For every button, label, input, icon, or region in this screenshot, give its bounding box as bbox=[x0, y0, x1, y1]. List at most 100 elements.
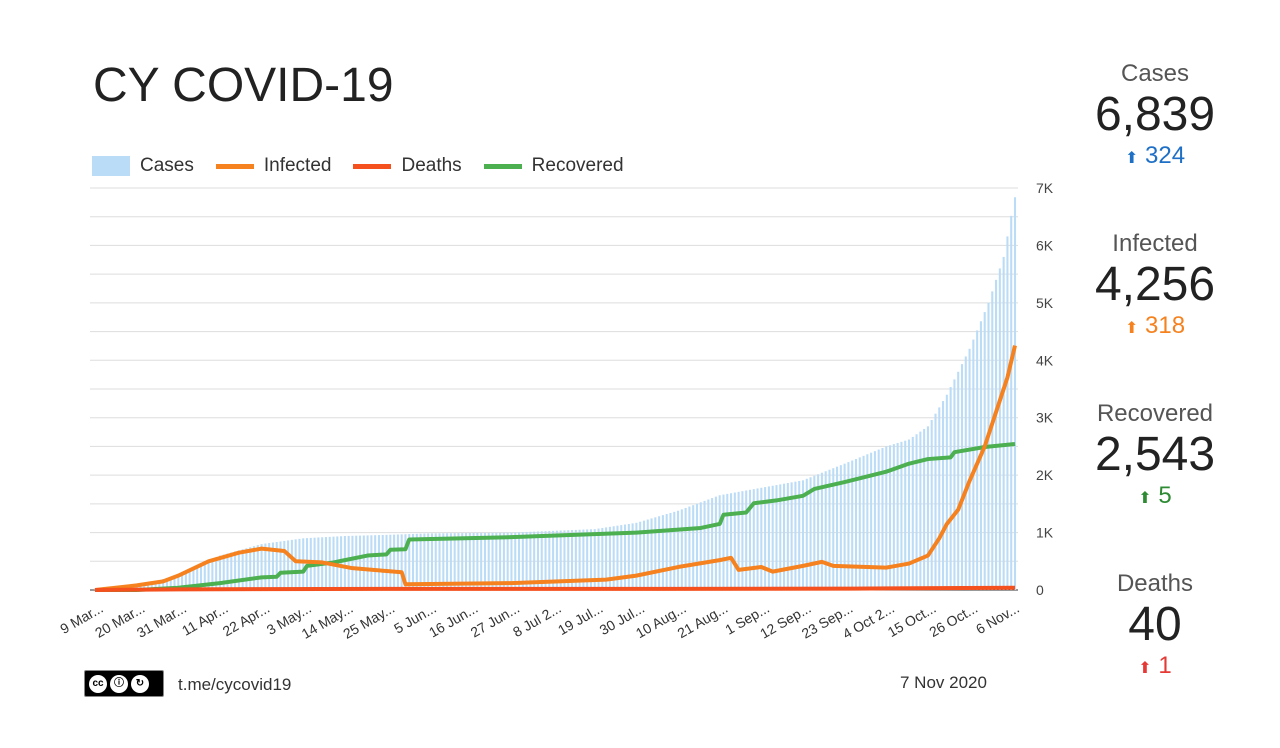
legend-item-infected[interactable]: Infected bbox=[215, 155, 332, 177]
cases-bar bbox=[832, 468, 835, 590]
cases-bar bbox=[400, 534, 403, 590]
cases-bar bbox=[631, 523, 634, 590]
cases-bar bbox=[275, 541, 278, 590]
cases-bar bbox=[449, 533, 452, 590]
stat-label: Deaths bbox=[1116, 570, 1194, 597]
cases-bar bbox=[472, 532, 475, 590]
x-tick-label: 8 Jul 2... bbox=[510, 600, 564, 640]
cases-bar bbox=[237, 550, 240, 590]
cases-bar bbox=[139, 584, 142, 590]
cases-bar bbox=[570, 530, 574, 590]
cases-bar bbox=[854, 458, 858, 590]
cases-bar bbox=[866, 454, 869, 590]
cases-bar bbox=[162, 579, 165, 590]
legend-label: Infected bbox=[263, 155, 332, 176]
cases-bar bbox=[453, 533, 456, 590]
report-date: 7 Nov 2020 bbox=[900, 673, 987, 692]
cases-bar bbox=[730, 493, 733, 590]
cases-bar bbox=[896, 442, 899, 590]
y-tick-label: 0 bbox=[1036, 582, 1044, 598]
stat-value: 4,256 bbox=[1094, 258, 1216, 311]
x-tick-label: 22 Apr... bbox=[220, 600, 272, 640]
cases-bar bbox=[930, 420, 933, 590]
legend-swatch-infected bbox=[215, 163, 254, 169]
cases-bar bbox=[627, 523, 630, 590]
cases-bar bbox=[548, 531, 551, 590]
cases-bar bbox=[673, 511, 676, 590]
cases-bar bbox=[722, 494, 725, 590]
cases-bar bbox=[741, 491, 744, 590]
cases-bar bbox=[972, 339, 975, 590]
stat-label: Cases bbox=[1120, 60, 1190, 87]
cases-bar bbox=[536, 531, 540, 590]
cases-bar bbox=[188, 569, 191, 590]
cases-bar bbox=[862, 455, 865, 590]
legend-item-recovered[interactable]: Recovered bbox=[483, 155, 624, 177]
cases-bar bbox=[624, 524, 627, 590]
cases-bar bbox=[430, 533, 433, 590]
cases-bar bbox=[442, 533, 445, 590]
cases-bar bbox=[143, 583, 146, 590]
cases-bar bbox=[181, 573, 184, 590]
cases-bar bbox=[464, 533, 468, 590]
cases-bar bbox=[461, 533, 464, 590]
cases-bar bbox=[230, 552, 233, 590]
cases-bar bbox=[805, 478, 808, 590]
cases-bar bbox=[340, 536, 343, 590]
cases-bar bbox=[271, 542, 274, 590]
cases-bar bbox=[688, 506, 691, 590]
cases-bar bbox=[767, 486, 770, 590]
deaths-line bbox=[94, 585, 1016, 592]
cases-bar bbox=[714, 496, 717, 590]
cases-bar bbox=[521, 532, 524, 590]
legend-item-cases[interactable]: Cases bbox=[92, 155, 194, 177]
cases-bar bbox=[995, 279, 998, 590]
cases-bar bbox=[608, 526, 611, 590]
cases-bar bbox=[771, 485, 774, 590]
x-tick-label: 11 Apr... bbox=[179, 600, 231, 639]
cases-bar bbox=[960, 364, 964, 590]
cases-bar bbox=[764, 487, 767, 590]
cases-bar bbox=[885, 446, 888, 590]
stat-change: 1 bbox=[1158, 652, 1172, 679]
cases-bar bbox=[665, 514, 668, 590]
cases-bar bbox=[639, 521, 642, 590]
cases-bar bbox=[998, 268, 1001, 590]
cases-bar bbox=[559, 530, 562, 590]
cases-bar bbox=[991, 291, 994, 590]
cases-bar bbox=[798, 480, 801, 590]
cases-bar bbox=[419, 533, 422, 590]
cases-bar bbox=[234, 551, 237, 590]
cases-bar bbox=[173, 576, 176, 590]
cases-bar bbox=[1002, 256, 1005, 590]
cases-bar bbox=[279, 541, 282, 590]
cases-bar bbox=[260, 544, 263, 590]
cases-bar bbox=[949, 387, 952, 590]
cases-bar bbox=[858, 457, 861, 590]
cases-bar bbox=[404, 534, 407, 590]
cases-bar bbox=[695, 503, 699, 590]
legend-label: Deaths bbox=[401, 155, 462, 176]
cases-bar bbox=[514, 532, 517, 590]
cases-bar bbox=[370, 535, 373, 590]
cases-bar bbox=[495, 532, 498, 590]
cases-bar bbox=[355, 535, 358, 590]
telegram-link[interactable]: t.me/cycovid19 bbox=[178, 675, 292, 694]
cases-bar bbox=[726, 493, 729, 590]
cases-bar bbox=[942, 401, 945, 590]
cases-bar bbox=[480, 532, 483, 590]
cases-bar bbox=[775, 485, 778, 590]
cases-bar bbox=[446, 533, 449, 590]
cases-bar bbox=[491, 532, 494, 590]
legend-item-deaths[interactable]: Deaths bbox=[353, 155, 462, 177]
cases-bar bbox=[945, 394, 948, 590]
stat-deaths: Deaths 40 ⬆ 1 bbox=[1080, 570, 1230, 680]
cases-bar bbox=[146, 583, 150, 590]
cases-bar bbox=[786, 483, 789, 590]
cases-bar bbox=[574, 529, 577, 590]
legend-label: Cases bbox=[140, 155, 194, 176]
stat-change: 324 bbox=[1145, 142, 1186, 169]
cases-bar bbox=[196, 566, 199, 590]
legend-swatch-deaths bbox=[353, 163, 392, 169]
cases-bar bbox=[268, 543, 271, 590]
